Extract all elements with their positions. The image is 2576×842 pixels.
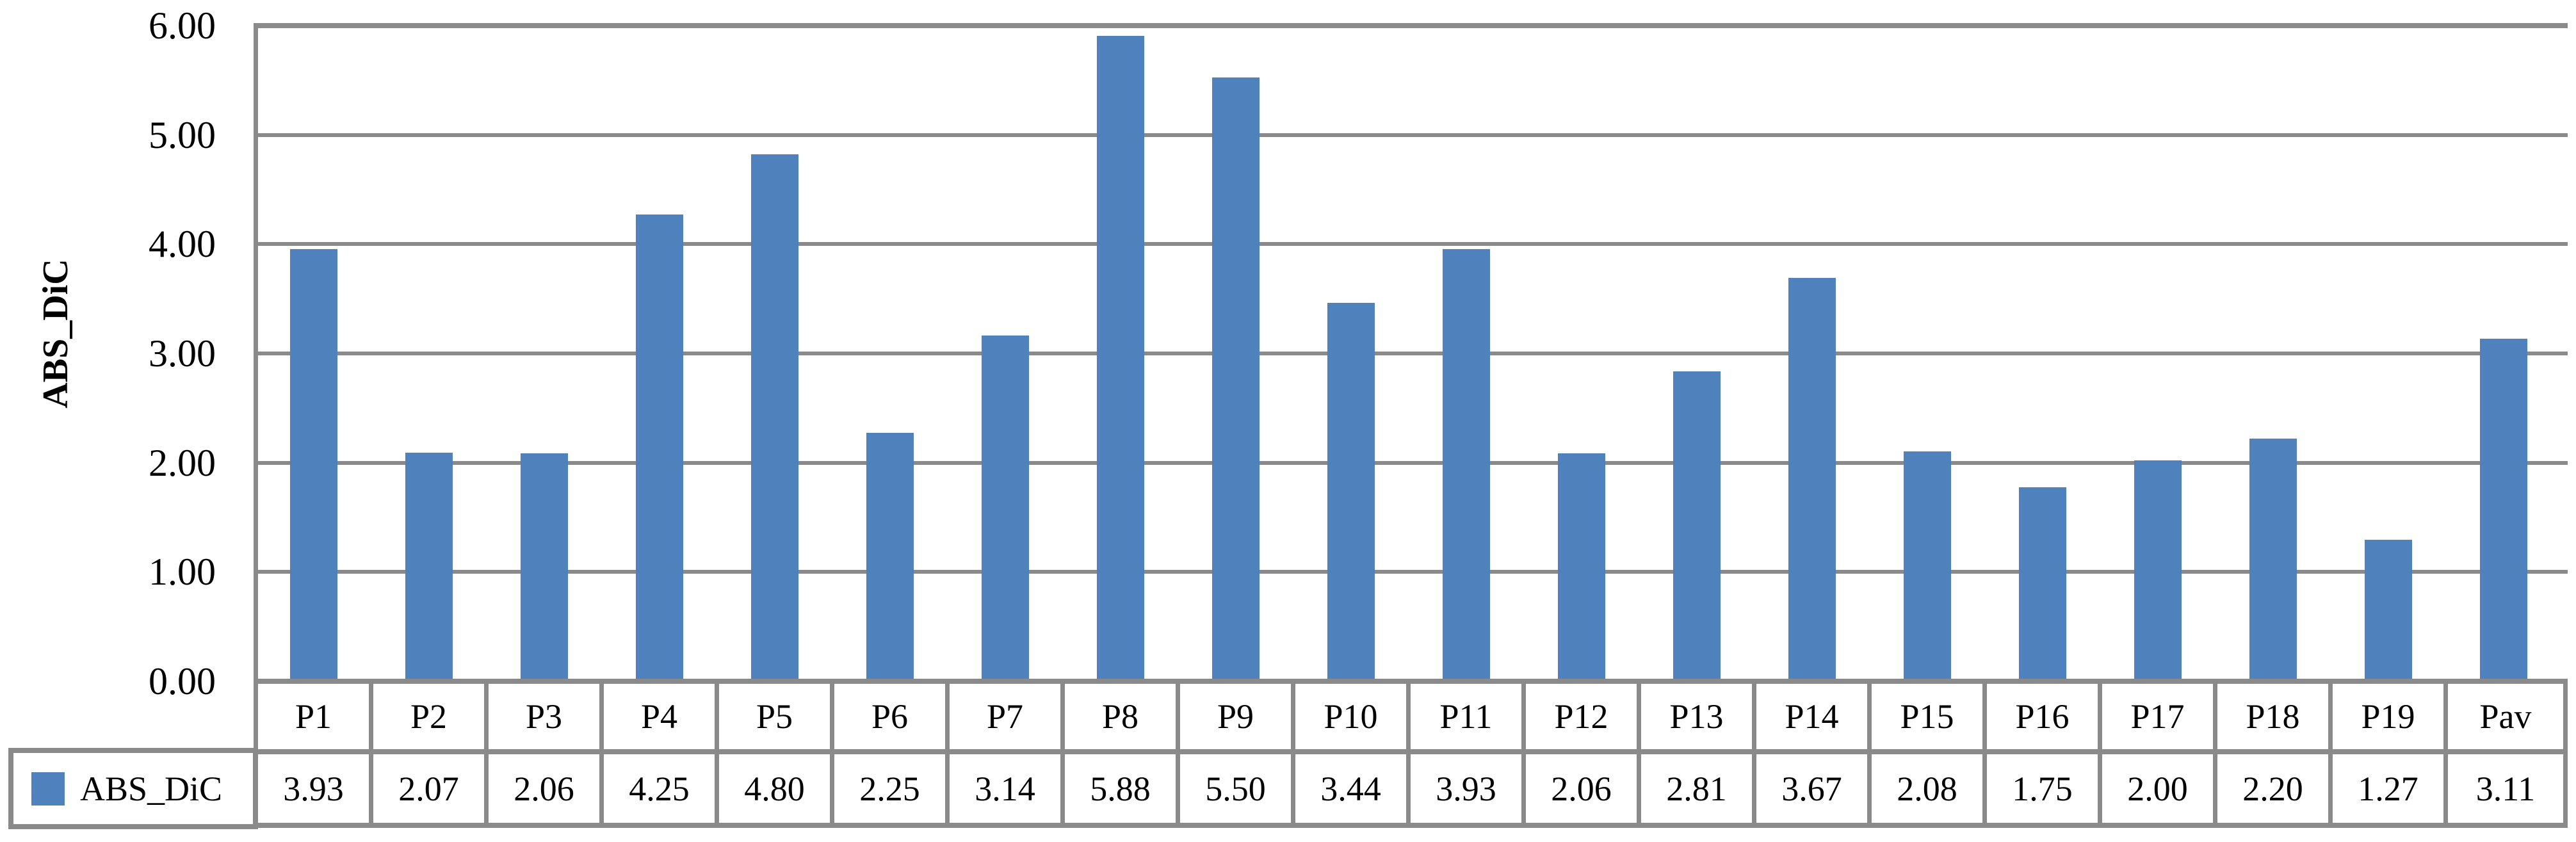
data-table-value-row: 3.93 2.07 2.06 4.25 4.80 2.25 3.14 5.88 5.50 3.44…	[254, 754, 2568, 828]
value-cell-P19: 1.27	[2333, 754, 2448, 823]
value-cell-Pav: 3.11	[2475, 769, 2536, 808]
y-tick-label-2.00: 2.00	[149, 442, 216, 484]
bar-Pav	[2479, 339, 2527, 679]
y-tick-label-4.00: 4.00	[149, 223, 216, 265]
category-cell-P13: P13	[1641, 684, 1756, 749]
bar-P9	[1211, 77, 1260, 679]
legend-series-label: ABS_DiC	[80, 769, 223, 808]
value-cell-P16: 1.75	[1987, 754, 2102, 823]
value-cell-P8: 5.88	[1065, 754, 1180, 823]
category-cell-P19: P19	[2333, 684, 2448, 749]
value-cell-P18: 2.20	[2217, 754, 2333, 823]
bar-P14	[1788, 278, 1836, 679]
bar-P19	[2364, 540, 2412, 679]
value-cell-P10: 3.44	[1295, 754, 1411, 823]
value-cell-P14: 3.67	[1756, 754, 1872, 823]
value-cell-P17: 2.00	[2102, 754, 2217, 823]
gridline-5.00	[258, 133, 2568, 137]
bar-P7	[981, 336, 1029, 679]
value-cell-P4: 4.25	[604, 754, 719, 823]
y-tick-label-1.00: 1.00	[149, 551, 216, 593]
value-cell-P11: 3.93	[1411, 754, 1526, 823]
category-cell-P18: P18	[2217, 684, 2333, 749]
bar-P8	[1096, 36, 1144, 679]
y-tick-label-5.00: 5.00	[149, 114, 216, 156]
y-tick-label-0.00: 0.00	[149, 660, 216, 702]
bar-P2	[405, 453, 453, 679]
category-cell-P7: P7	[950, 684, 1065, 749]
category-cell-P16: P16	[1987, 684, 2102, 749]
category-cell-P2: P2	[373, 684, 489, 749]
bar-P17	[2134, 460, 2182, 679]
bar-P11	[1442, 249, 1490, 679]
plot-area	[254, 23, 2568, 684]
y-tick-label-3.00: 3.00	[149, 332, 216, 375]
category-cell-P5: P5	[719, 684, 834, 749]
legend-cell: ABS_DiC	[8, 748, 258, 829]
value-cell-P2: 2.07	[373, 754, 489, 823]
bar-P4	[635, 215, 683, 679]
category-cell-P1: P1	[258, 684, 373, 749]
category-cell-P17: P17	[2102, 684, 2217, 749]
bar-P12	[1557, 453, 1605, 679]
category-cell-P6: P6	[834, 684, 950, 749]
value-cell-P9: 5.50	[1180, 754, 1295, 823]
value-cell-P1: 3.93	[258, 754, 373, 823]
bar-P3	[520, 453, 568, 679]
bar-P6	[866, 433, 914, 679]
category-cell-P11: P11	[1411, 684, 1526, 749]
bar-P1	[289, 249, 337, 679]
category-cell-P4: P4	[604, 684, 719, 749]
bar-P13	[1673, 371, 1721, 679]
category-cell-P3: P3	[489, 684, 604, 749]
value-cell-P3: 2.06	[489, 754, 604, 823]
category-cell-P14: P14	[1756, 684, 1872, 749]
bar-P18	[2249, 439, 2297, 679]
category-cell-P10: P10	[1295, 684, 1411, 749]
data-table-category-row: P1 P2 P3 P4 P5 P6 P7 P8 P9 P10 P11 P12 P13 P14 P15 P16 P…	[254, 684, 2568, 754]
bar-P5	[750, 154, 798, 679]
value-cell-P13: 2.81	[1641, 754, 1756, 823]
value-cell-P7: 3.14	[950, 754, 1065, 823]
value-cell-P12: 2.06	[1526, 754, 1641, 823]
bar-P16	[2018, 487, 2066, 679]
category-cell-P15: P15	[1872, 684, 1987, 749]
gridline-1.00	[258, 570, 2568, 574]
value-cell-P5: 4.80	[719, 754, 834, 823]
series-color-swatch	[31, 772, 65, 806]
category-cell-P12: P12	[1526, 684, 1641, 749]
category-cell-P9: P9	[1180, 684, 1295, 749]
gridline-4.00	[258, 242, 2568, 246]
category-cell-P8: P8	[1065, 684, 1180, 749]
value-cell-P15: 2.08	[1872, 754, 1987, 823]
bar-P10	[1327, 303, 1375, 679]
gridline-3.00	[258, 352, 2568, 355]
y-tick-label-6.00: 6.00	[149, 4, 216, 47]
gridline-2.00	[258, 461, 2568, 465]
bar-P15	[1903, 451, 1951, 679]
category-cell-Pav: Pav	[2479, 697, 2532, 736]
value-cell-P6: 2.25	[834, 754, 950, 823]
